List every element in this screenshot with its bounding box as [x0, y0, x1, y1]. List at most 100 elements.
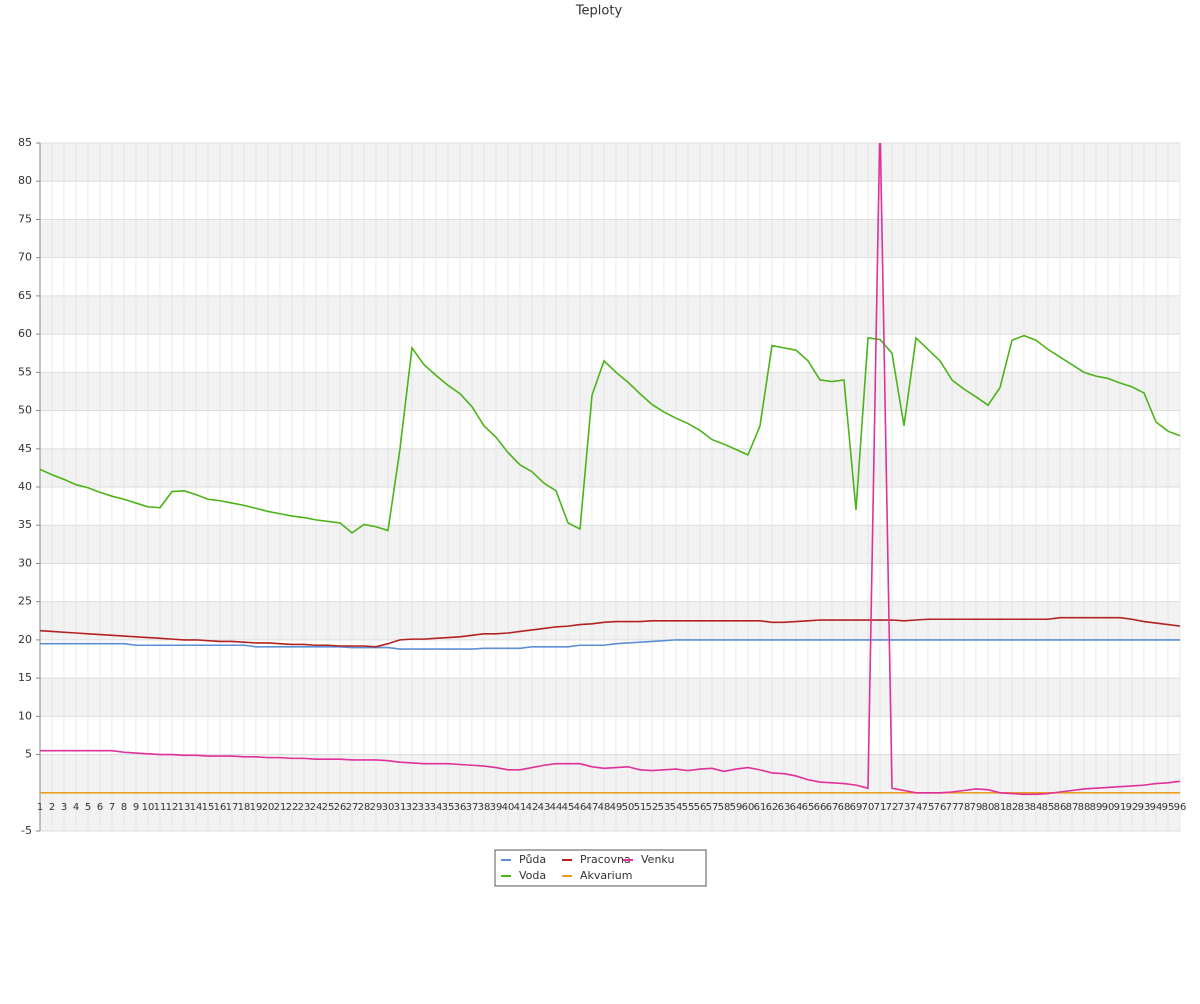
x-tick-label: 78 — [958, 802, 971, 813]
x-tick-label: 92 — [1126, 802, 1139, 813]
x-tick-label: 20 — [262, 802, 275, 813]
x-tick-label: 58 — [718, 802, 731, 813]
series-line — [40, 639, 1180, 650]
x-tick-label: 31 — [394, 802, 407, 813]
legend-label: Půda — [519, 853, 546, 866]
x-tick-label: 48 — [598, 802, 611, 813]
x-tick-label: 27 — [346, 802, 359, 813]
chart-title: Teploty — [575, 4, 623, 19]
x-tick-label: 67 — [826, 802, 839, 813]
y-tick-label: 40 — [18, 480, 32, 493]
x-tick-label: 43 — [538, 802, 551, 813]
x-tick-label: 37 — [466, 802, 479, 813]
y-tick-label: 50 — [18, 404, 32, 417]
x-tick-label: 47 — [586, 802, 599, 813]
x-tick-label: 63 — [778, 802, 791, 813]
grid-band — [40, 678, 1180, 717]
x-tick-label: 64 — [790, 802, 803, 813]
x-tick-label: 53 — [658, 802, 671, 813]
x-tick-label: 83 — [1018, 802, 1031, 813]
series-line — [40, 616, 1181, 648]
x-tick-label: 75 — [922, 802, 935, 813]
grid-band — [40, 143, 1180, 182]
x-tick-label: 54 — [670, 802, 683, 813]
legend-label: Voda — [519, 869, 546, 882]
x-tick-label: 45 — [562, 802, 575, 813]
x-tick-label: 32 — [406, 802, 419, 813]
series-line — [40, 143, 1181, 796]
y-tick-label: 65 — [18, 289, 32, 302]
x-tick-label: 1 — [37, 802, 43, 813]
x-tick-label: 18 — [238, 802, 251, 813]
x-tick-label: 13 — [178, 802, 191, 813]
x-tick-label: 68 — [838, 802, 851, 813]
y-tick-label: 25 — [18, 595, 32, 608]
y-tick-label: 20 — [18, 633, 32, 646]
x-tick-label: 23 — [298, 802, 311, 813]
x-tick-label: 16 — [214, 802, 227, 813]
y-tick-label: 45 — [18, 442, 32, 455]
x-tick-label: 49 — [610, 802, 623, 813]
x-tick-label: 42 — [526, 802, 539, 813]
x-tick-label: 70 — [862, 802, 875, 813]
x-tick-label: 65 — [802, 802, 815, 813]
x-tick-label: 36 — [454, 802, 467, 813]
x-tick-label: 94 — [1150, 802, 1163, 813]
x-tick-label: 71 — [874, 802, 887, 813]
x-tick-label: 40 — [502, 802, 515, 813]
legend: Půda Voda Pracovna Akvarium Venku — [494, 849, 707, 887]
x-tick-label: 39 — [490, 802, 503, 813]
grid-band — [40, 295, 1180, 335]
x-tick-label: 56 — [694, 802, 707, 813]
x-tick-label: 93 — [1138, 802, 1151, 813]
y-tick-label: 55 — [18, 365, 32, 378]
x-tick-label: 59 — [730, 802, 743, 813]
legend-label: Akvarium — [580, 869, 632, 882]
x-tick-label: 34 — [430, 802, 443, 813]
x-tick-label: 7 — [109, 802, 115, 813]
x-tick-label: 25 — [322, 802, 335, 813]
x-tick-label: 17 — [226, 802, 239, 813]
x-tick-label: 81 — [994, 802, 1007, 813]
plot-area — [40, 143, 1181, 796]
x-tick-label: 5 — [85, 802, 91, 813]
series-line — [40, 334, 1181, 534]
x-tick-label: 95 — [1162, 802, 1175, 813]
x-tick-label: 30 — [382, 802, 395, 813]
x-tick-label: 35 — [442, 802, 455, 813]
x-tick-label: 88 — [1078, 802, 1091, 813]
x-tick-label: 12 — [166, 802, 179, 813]
x-tick-label: 69 — [850, 802, 863, 813]
x-tick-label: 38 — [478, 802, 491, 813]
grid-band — [40, 372, 1180, 411]
x-tick-label: 55 — [682, 802, 695, 813]
x-tick-label: 3 — [61, 802, 67, 813]
x-tick-label: 46 — [574, 802, 587, 813]
x-tick-label: 29 — [370, 802, 383, 813]
x-tick-label: 72 — [886, 802, 899, 813]
x-tick-label: 15 — [202, 802, 215, 813]
x-tick-label: 14 — [190, 802, 203, 813]
grid-band — [40, 525, 1180, 564]
y-tick-label: -5 — [21, 824, 32, 837]
x-tick-label: 41 — [514, 802, 527, 813]
x-tick-label: 77 — [946, 802, 959, 813]
x-tick-label: 6 — [97, 802, 103, 813]
x-tick-label: 86 — [1054, 802, 1067, 813]
x-tick-label: 50 — [622, 802, 635, 813]
x-tick-label: 80 — [982, 802, 995, 813]
x-tick-label: 26 — [334, 802, 347, 813]
x-tick-label: 52 — [646, 802, 659, 813]
x-tick-label: 22 — [286, 802, 299, 813]
y-tick-label: 85 — [18, 136, 32, 149]
y-tick-label: 70 — [18, 251, 32, 264]
grid-band — [40, 601, 1180, 640]
legend-label: Venku — [641, 853, 674, 866]
x-tick-label: 89 — [1090, 802, 1103, 813]
legend-label: Pracovna — [580, 853, 631, 866]
x-tick-label: 51 — [634, 802, 647, 813]
x-tick-label: 57 — [706, 802, 719, 813]
x-tick-label: 19 — [250, 802, 263, 813]
x-tick-label: 74 — [910, 802, 923, 813]
